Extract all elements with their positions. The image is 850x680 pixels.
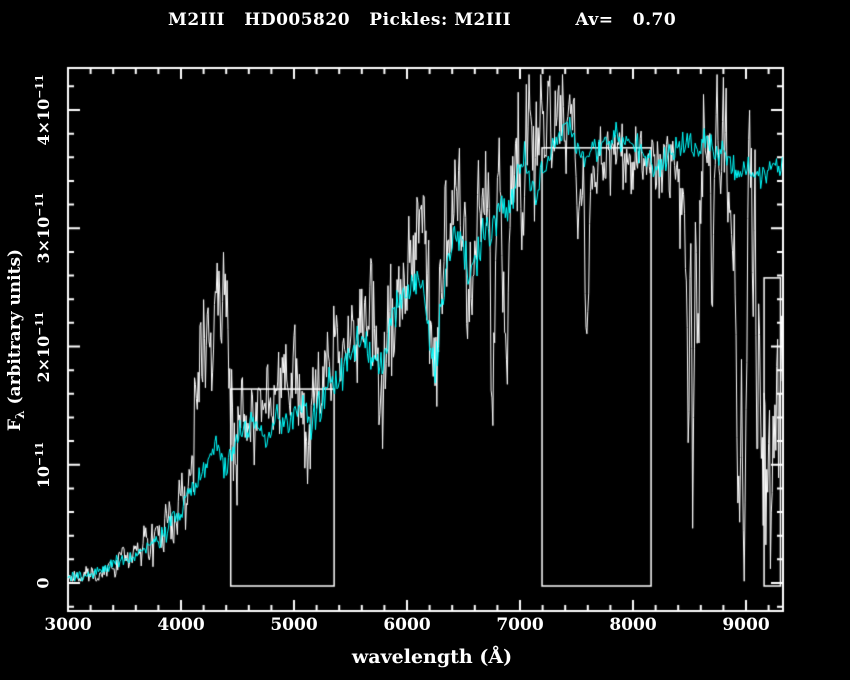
plot-title: M2III HD005820 Pickles: M2III Av= 0.70: [168, 10, 677, 30]
x-tick-label-5000: 5000: [270, 615, 318, 635]
y-axis-subscript: λ: [13, 410, 28, 420]
x-tick-label-4000: 4000: [157, 615, 205, 635]
x-tick-label-7000: 7000: [496, 615, 544, 635]
y-tick-label-3: 3×10−11: [32, 192, 54, 264]
y-axis-title: Fλ (arbitrary units): [5, 249, 27, 431]
y-axis-units: (arbitrary units): [4, 248, 25, 411]
y-tick-label-1: 10−11: [32, 441, 54, 489]
x-tick-label-9000: 9000: [722, 615, 770, 635]
x-tick-label-6000: 6000: [383, 615, 431, 635]
x-tick-label-3000: 3000: [44, 615, 92, 635]
y-tick-label-2: 2×10−11: [32, 310, 54, 383]
y-tick-label-0: 0: [33, 577, 53, 589]
y-axis-symbol: F: [4, 419, 25, 432]
x-tick-label-8000: 8000: [609, 615, 657, 635]
x-axis-title: wavelength (Å): [351, 646, 513, 668]
y-tick-label-4: 4×10−11: [32, 74, 54, 146]
